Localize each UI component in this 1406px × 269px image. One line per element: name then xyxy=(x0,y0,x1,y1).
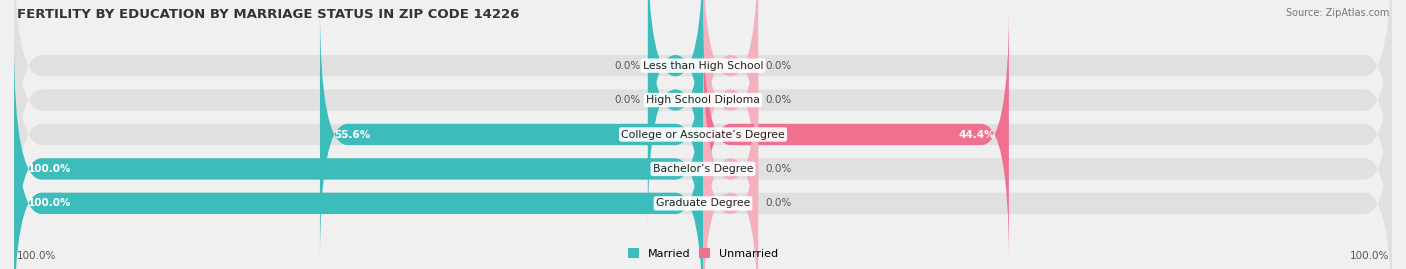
FancyBboxPatch shape xyxy=(648,0,703,193)
Text: 100.0%: 100.0% xyxy=(17,251,56,261)
Text: 0.0%: 0.0% xyxy=(765,164,792,174)
Text: 44.4%: 44.4% xyxy=(959,129,995,140)
Text: College or Associate’s Degree: College or Associate’s Degree xyxy=(621,129,785,140)
Text: 0.0%: 0.0% xyxy=(614,61,641,71)
Text: 55.6%: 55.6% xyxy=(333,129,370,140)
FancyBboxPatch shape xyxy=(703,0,758,193)
Text: 100.0%: 100.0% xyxy=(1350,251,1389,261)
Text: Source: ZipAtlas.com: Source: ZipAtlas.com xyxy=(1285,8,1389,18)
Text: 100.0%: 100.0% xyxy=(28,164,72,174)
Text: FERTILITY BY EDUCATION BY MARRIAGE STATUS IN ZIP CODE 14226: FERTILITY BY EDUCATION BY MARRIAGE STATU… xyxy=(17,8,519,21)
Text: 0.0%: 0.0% xyxy=(614,95,641,105)
FancyBboxPatch shape xyxy=(14,76,703,269)
Text: High School Diploma: High School Diploma xyxy=(647,95,759,105)
Text: Graduate Degree: Graduate Degree xyxy=(655,198,751,208)
FancyBboxPatch shape xyxy=(14,0,1392,193)
Text: Less than High School: Less than High School xyxy=(643,61,763,71)
FancyBboxPatch shape xyxy=(703,76,758,269)
FancyBboxPatch shape xyxy=(321,8,703,261)
FancyBboxPatch shape xyxy=(14,42,1392,269)
Text: 0.0%: 0.0% xyxy=(765,61,792,71)
Text: 0.0%: 0.0% xyxy=(765,95,792,105)
FancyBboxPatch shape xyxy=(14,42,703,269)
FancyBboxPatch shape xyxy=(703,0,758,227)
FancyBboxPatch shape xyxy=(14,8,1392,261)
Text: Bachelor’s Degree: Bachelor’s Degree xyxy=(652,164,754,174)
FancyBboxPatch shape xyxy=(14,76,1392,269)
Text: 0.0%: 0.0% xyxy=(765,198,792,208)
Legend: Married, Unmarried: Married, Unmarried xyxy=(623,244,783,263)
Text: 100.0%: 100.0% xyxy=(28,198,72,208)
FancyBboxPatch shape xyxy=(14,0,1392,227)
FancyBboxPatch shape xyxy=(648,0,703,227)
FancyBboxPatch shape xyxy=(703,42,758,269)
FancyBboxPatch shape xyxy=(703,8,1010,261)
